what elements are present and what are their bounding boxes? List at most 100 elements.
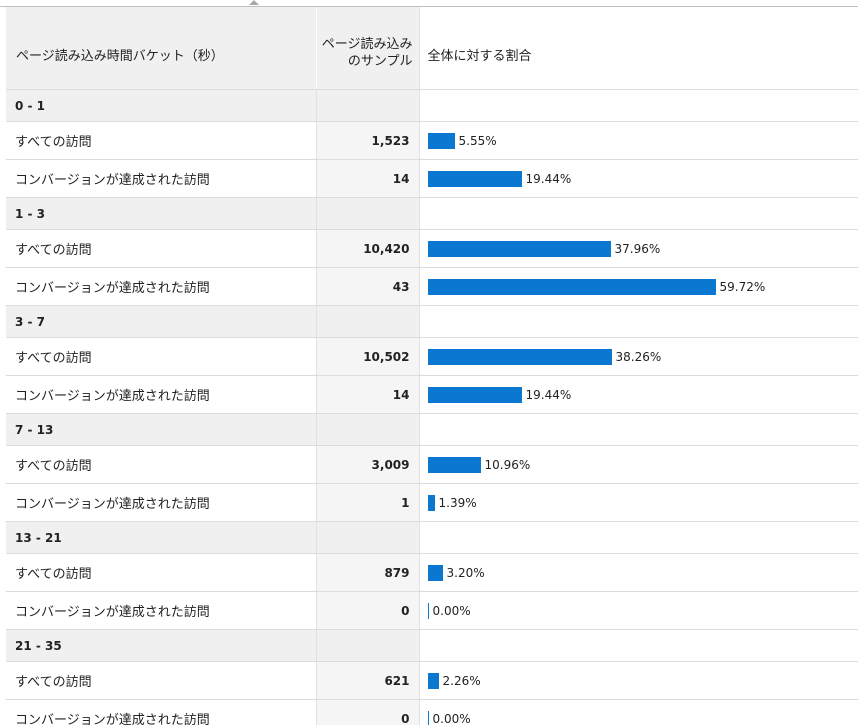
table-row: すべての訪問 10,420 37.96% (6, 229, 858, 268)
share-bar-wrap: 5.55% (427, 132, 858, 149)
segment-label: すべての訪問 (6, 661, 316, 700)
bucket-share-cell (419, 305, 858, 338)
bucket-share-cell (419, 629, 858, 662)
table-row: すべての訪問 10,502 38.26% (6, 337, 858, 376)
bucket-samples-cell (316, 413, 420, 446)
sample-count: 43 (315, 267, 420, 306)
share-cell: 19.44% (419, 375, 858, 414)
page-load-time-table: ページ読み込み時間バケット（秒） ページ読み込みのサンプル 全体に対する割合 0… (6, 7, 858, 725)
share-percent: 3.20% (446, 565, 485, 580)
share-cell: 59.72% (419, 267, 858, 306)
bucket-samples-cell (316, 521, 420, 554)
table-row: コンバージョンが達成された訪問 0 0.00% (6, 699, 858, 725)
share-percent: 10.96% (484, 457, 531, 472)
table-row: コンバージョンが達成された訪問 1 1.39% (6, 483, 858, 522)
share-percent: 19.44% (525, 387, 572, 402)
bucket-share-cell (419, 197, 858, 230)
share-percent: 38.26% (615, 349, 662, 364)
bucket-label: 1 - 3 (6, 197, 317, 230)
bucket-label: 13 - 21 (6, 521, 317, 554)
segment-label: コンバージョンが達成された訪問 (6, 591, 316, 630)
segment-label: コンバージョンが達成された訪問 (6, 267, 316, 306)
sample-count: 0 (315, 591, 420, 630)
share-cell: 0.00% (419, 591, 858, 630)
share-percent: 37.96% (614, 241, 661, 256)
share-bar-wrap: 0.00% (427, 602, 858, 619)
bucket-group-row: 1 - 3 (6, 197, 858, 230)
share-bar-wrap: 38.26% (427, 348, 858, 365)
table-row: コンバージョンが達成された訪問 14 19.44% (6, 159, 858, 198)
bucket-samples-cell (316, 197, 420, 230)
share-percent: 0.00% (432, 603, 471, 618)
sample-count: 1,523 (315, 121, 420, 160)
bucket-share-cell (419, 521, 858, 554)
bucket-samples-cell (316, 89, 420, 122)
table-row: すべての訪問 621 2.26% (6, 661, 858, 700)
sample-count: 14 (315, 375, 420, 414)
share-bar (427, 386, 522, 403)
share-bar (427, 132, 455, 149)
bucket-label: 21 - 35 (6, 629, 317, 662)
share-bar (427, 240, 611, 257)
sample-count: 1 (315, 483, 420, 522)
share-cell: 0.00% (419, 699, 858, 725)
share-percent: 1.39% (438, 495, 477, 510)
bucket-group-row: 13 - 21 (6, 521, 858, 554)
share-bar (427, 564, 443, 581)
share-percent: 19.44% (525, 171, 572, 186)
share-cell: 38.26% (419, 337, 858, 376)
bucket-group-row: 21 - 35 (6, 629, 858, 662)
sample-count: 3,009 (315, 445, 420, 484)
share-percent: 59.72% (719, 279, 766, 294)
segment-label: すべての訪問 (6, 553, 316, 592)
column-header-samples[interactable]: ページ読み込みのサンプル (315, 7, 420, 90)
sample-count: 0 (315, 699, 420, 725)
bucket-label: 0 - 1 (6, 89, 317, 122)
share-percent: 5.55% (458, 133, 497, 148)
share-cell: 37.96% (419, 229, 858, 268)
share-bar-wrap: 1.39% (427, 494, 858, 511)
column-header-share[interactable]: 全体に対する割合 (419, 7, 858, 90)
share-bar-wrap: 2.26% (427, 672, 858, 689)
column-header-bucket[interactable]: ページ読み込み時間バケット（秒） (6, 7, 316, 90)
bucket-group-row: 0 - 1 (6, 89, 858, 122)
share-bar (427, 672, 439, 689)
bucket-label: 3 - 7 (6, 305, 317, 338)
bucket-samples-cell (316, 629, 420, 662)
table-row: コンバージョンが達成された訪問 0 0.00% (6, 591, 858, 630)
bucket-group-row: 3 - 7 (6, 305, 858, 338)
sample-count: 621 (315, 661, 420, 700)
share-cell: 3.20% (419, 553, 858, 592)
table-body: 0 - 1 すべての訪問 1,523 5.55% コンバージョンが達成された訪問 14 19… (6, 89, 858, 725)
share-cell: 10.96% (419, 445, 858, 484)
share-bar-wrap: 10.96% (427, 456, 858, 473)
share-cell: 2.26% (419, 661, 858, 700)
table-row: コンバージョンが達成された訪問 43 59.72% (6, 267, 858, 306)
sample-count: 10,502 (315, 337, 420, 376)
top-border (0, 0, 858, 7)
share-cell: 19.44% (419, 159, 858, 198)
share-percent: 0.00% (432, 711, 471, 725)
bucket-share-cell (419, 413, 858, 446)
segment-label: すべての訪問 (6, 229, 316, 268)
segment-label: コンバージョンが達成された訪問 (6, 159, 316, 198)
share-bar-wrap: 37.96% (427, 240, 858, 257)
share-bar (427, 278, 716, 295)
share-bar-wrap: 3.20% (427, 564, 858, 581)
table-row: コンバージョンが達成された訪問 14 19.44% (6, 375, 858, 414)
bucket-label: 7 - 13 (6, 413, 317, 446)
share-bar (427, 710, 429, 725)
segment-label: コンバージョンが達成された訪問 (6, 483, 316, 522)
share-bar-wrap: 19.44% (427, 386, 858, 403)
share-bar-wrap: 19.44% (427, 170, 858, 187)
share-bar (427, 456, 481, 473)
sort-caret-up-icon[interactable] (249, 0, 259, 5)
segment-label: すべての訪問 (6, 337, 316, 376)
share-bar (427, 494, 435, 511)
share-bar (427, 602, 429, 619)
table-row: すべての訪問 1,523 5.55% (6, 121, 858, 160)
share-percent: 2.26% (442, 673, 481, 688)
share-bar-wrap: 0.00% (427, 710, 858, 725)
bucket-group-row: 7 - 13 (6, 413, 858, 446)
